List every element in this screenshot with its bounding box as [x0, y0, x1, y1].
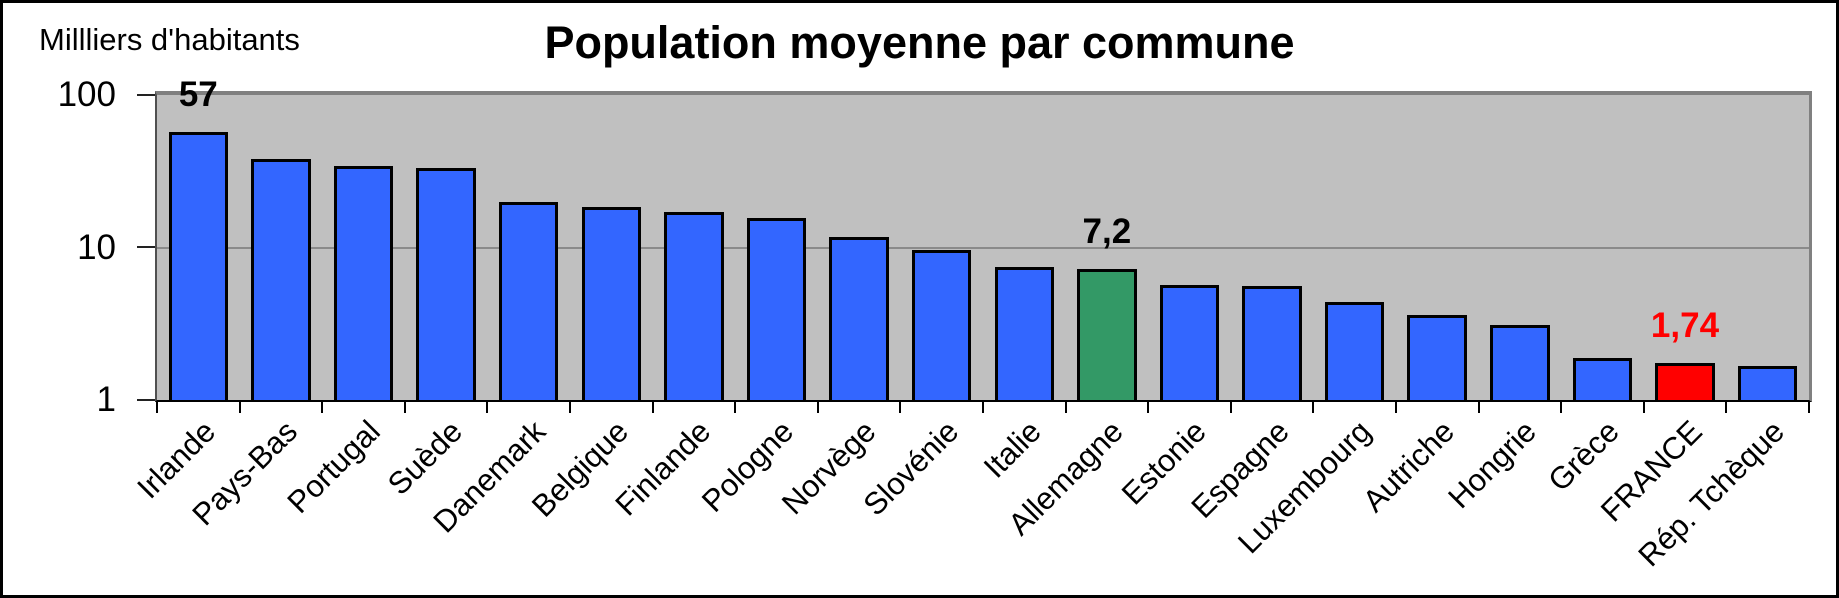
bar-value-label: 7,2: [1082, 212, 1132, 252]
gridline-10: [157, 246, 1809, 249]
bar-slot: [240, 95, 323, 400]
x-tick: [403, 402, 406, 413]
x-tick: [899, 402, 902, 413]
x-tick: [486, 402, 489, 413]
y-tick-label-100: 100: [57, 75, 116, 114]
bar-slot: [900, 95, 983, 400]
bar: [994, 266, 1054, 400]
bar-slot: [1726, 95, 1809, 400]
x-tick: [1560, 402, 1563, 413]
x-category-label-text: Autriche: [1355, 413, 1461, 519]
bar-value-label: 1,74: [1650, 306, 1720, 346]
bar-slot: [1231, 95, 1314, 400]
x-tick: [1725, 402, 1728, 413]
x-category-label-text: Portugal: [280, 413, 387, 520]
y-axis-title: Millliers d'habitants: [39, 22, 300, 57]
bar: [1737, 365, 1798, 400]
bar-slot: [653, 95, 736, 400]
bar-slot: [735, 95, 818, 400]
bar-slot: 57: [157, 77, 240, 400]
bar: [911, 250, 972, 400]
bar: [168, 132, 229, 400]
x-tick: [1808, 402, 1810, 413]
bar-slot: 1,74: [1644, 95, 1727, 400]
x-category-label-text: Italie: [976, 413, 1048, 485]
plot-area: 57 7,2 1,74 Irlande Pays-Bas Portugal Suède Da…: [130, 77, 1812, 573]
bar: [1655, 363, 1715, 400]
bar: [333, 166, 394, 400]
bar-slot: [570, 95, 653, 400]
bar: [664, 212, 724, 400]
bar-slot: [405, 95, 488, 400]
y-tick-mark-1: [137, 399, 158, 401]
x-category-label-text: Rép. Tchèque: [1631, 413, 1792, 574]
bar-slot: [1148, 95, 1231, 400]
x-tick: [982, 402, 984, 413]
bar-slot: [983, 95, 1066, 400]
bar-slot: [1313, 95, 1396, 400]
bar-slot: [1561, 95, 1644, 400]
bar-slot: [1479, 95, 1562, 400]
y-tick-mark-10: [137, 246, 158, 248]
bar-slot: [1396, 95, 1479, 400]
y-tick-label-10: 10: [77, 228, 116, 267]
y-tick-mark-100: [137, 94, 158, 96]
x-tick: [1642, 402, 1645, 413]
bar: [1490, 325, 1550, 400]
chart-title: Population moyenne par commune: [544, 17, 1295, 68]
x-tick: [734, 402, 737, 413]
bar: [416, 168, 476, 400]
bar: [1159, 284, 1220, 400]
bar-slot: [322, 95, 405, 400]
bar-value-label: 57: [178, 75, 218, 115]
bar: [1407, 315, 1467, 400]
x-tick: [321, 402, 324, 413]
bar: [498, 201, 559, 400]
x-tick: [651, 402, 654, 413]
x-tick: [569, 402, 571, 413]
x-tick: [816, 402, 819, 413]
x-tick: [1229, 402, 1232, 413]
x-tick: [1312, 402, 1315, 413]
y-tick-label-1: 1: [96, 380, 116, 419]
bar: [1324, 301, 1385, 400]
x-tick: [238, 402, 241, 413]
x-tick: [1147, 402, 1150, 413]
bar-slot: [487, 95, 570, 400]
x-tick: [1395, 402, 1397, 413]
bar: [746, 218, 807, 400]
bar: [1242, 285, 1302, 400]
bar: [251, 159, 311, 400]
x-tick: [156, 402, 158, 413]
bar: [1572, 357, 1633, 400]
bar: [1077, 269, 1137, 400]
x-category-label-text: Hongrie: [1441, 413, 1544, 516]
x-tick: [1064, 402, 1067, 413]
x-tick: [1477, 402, 1480, 413]
bar-slot: 7,2: [1066, 95, 1149, 400]
bar: [829, 236, 889, 400]
bar: [581, 206, 641, 400]
bar-slot: [818, 95, 901, 400]
bars-container: 57 7,2 1,74: [157, 77, 1809, 400]
